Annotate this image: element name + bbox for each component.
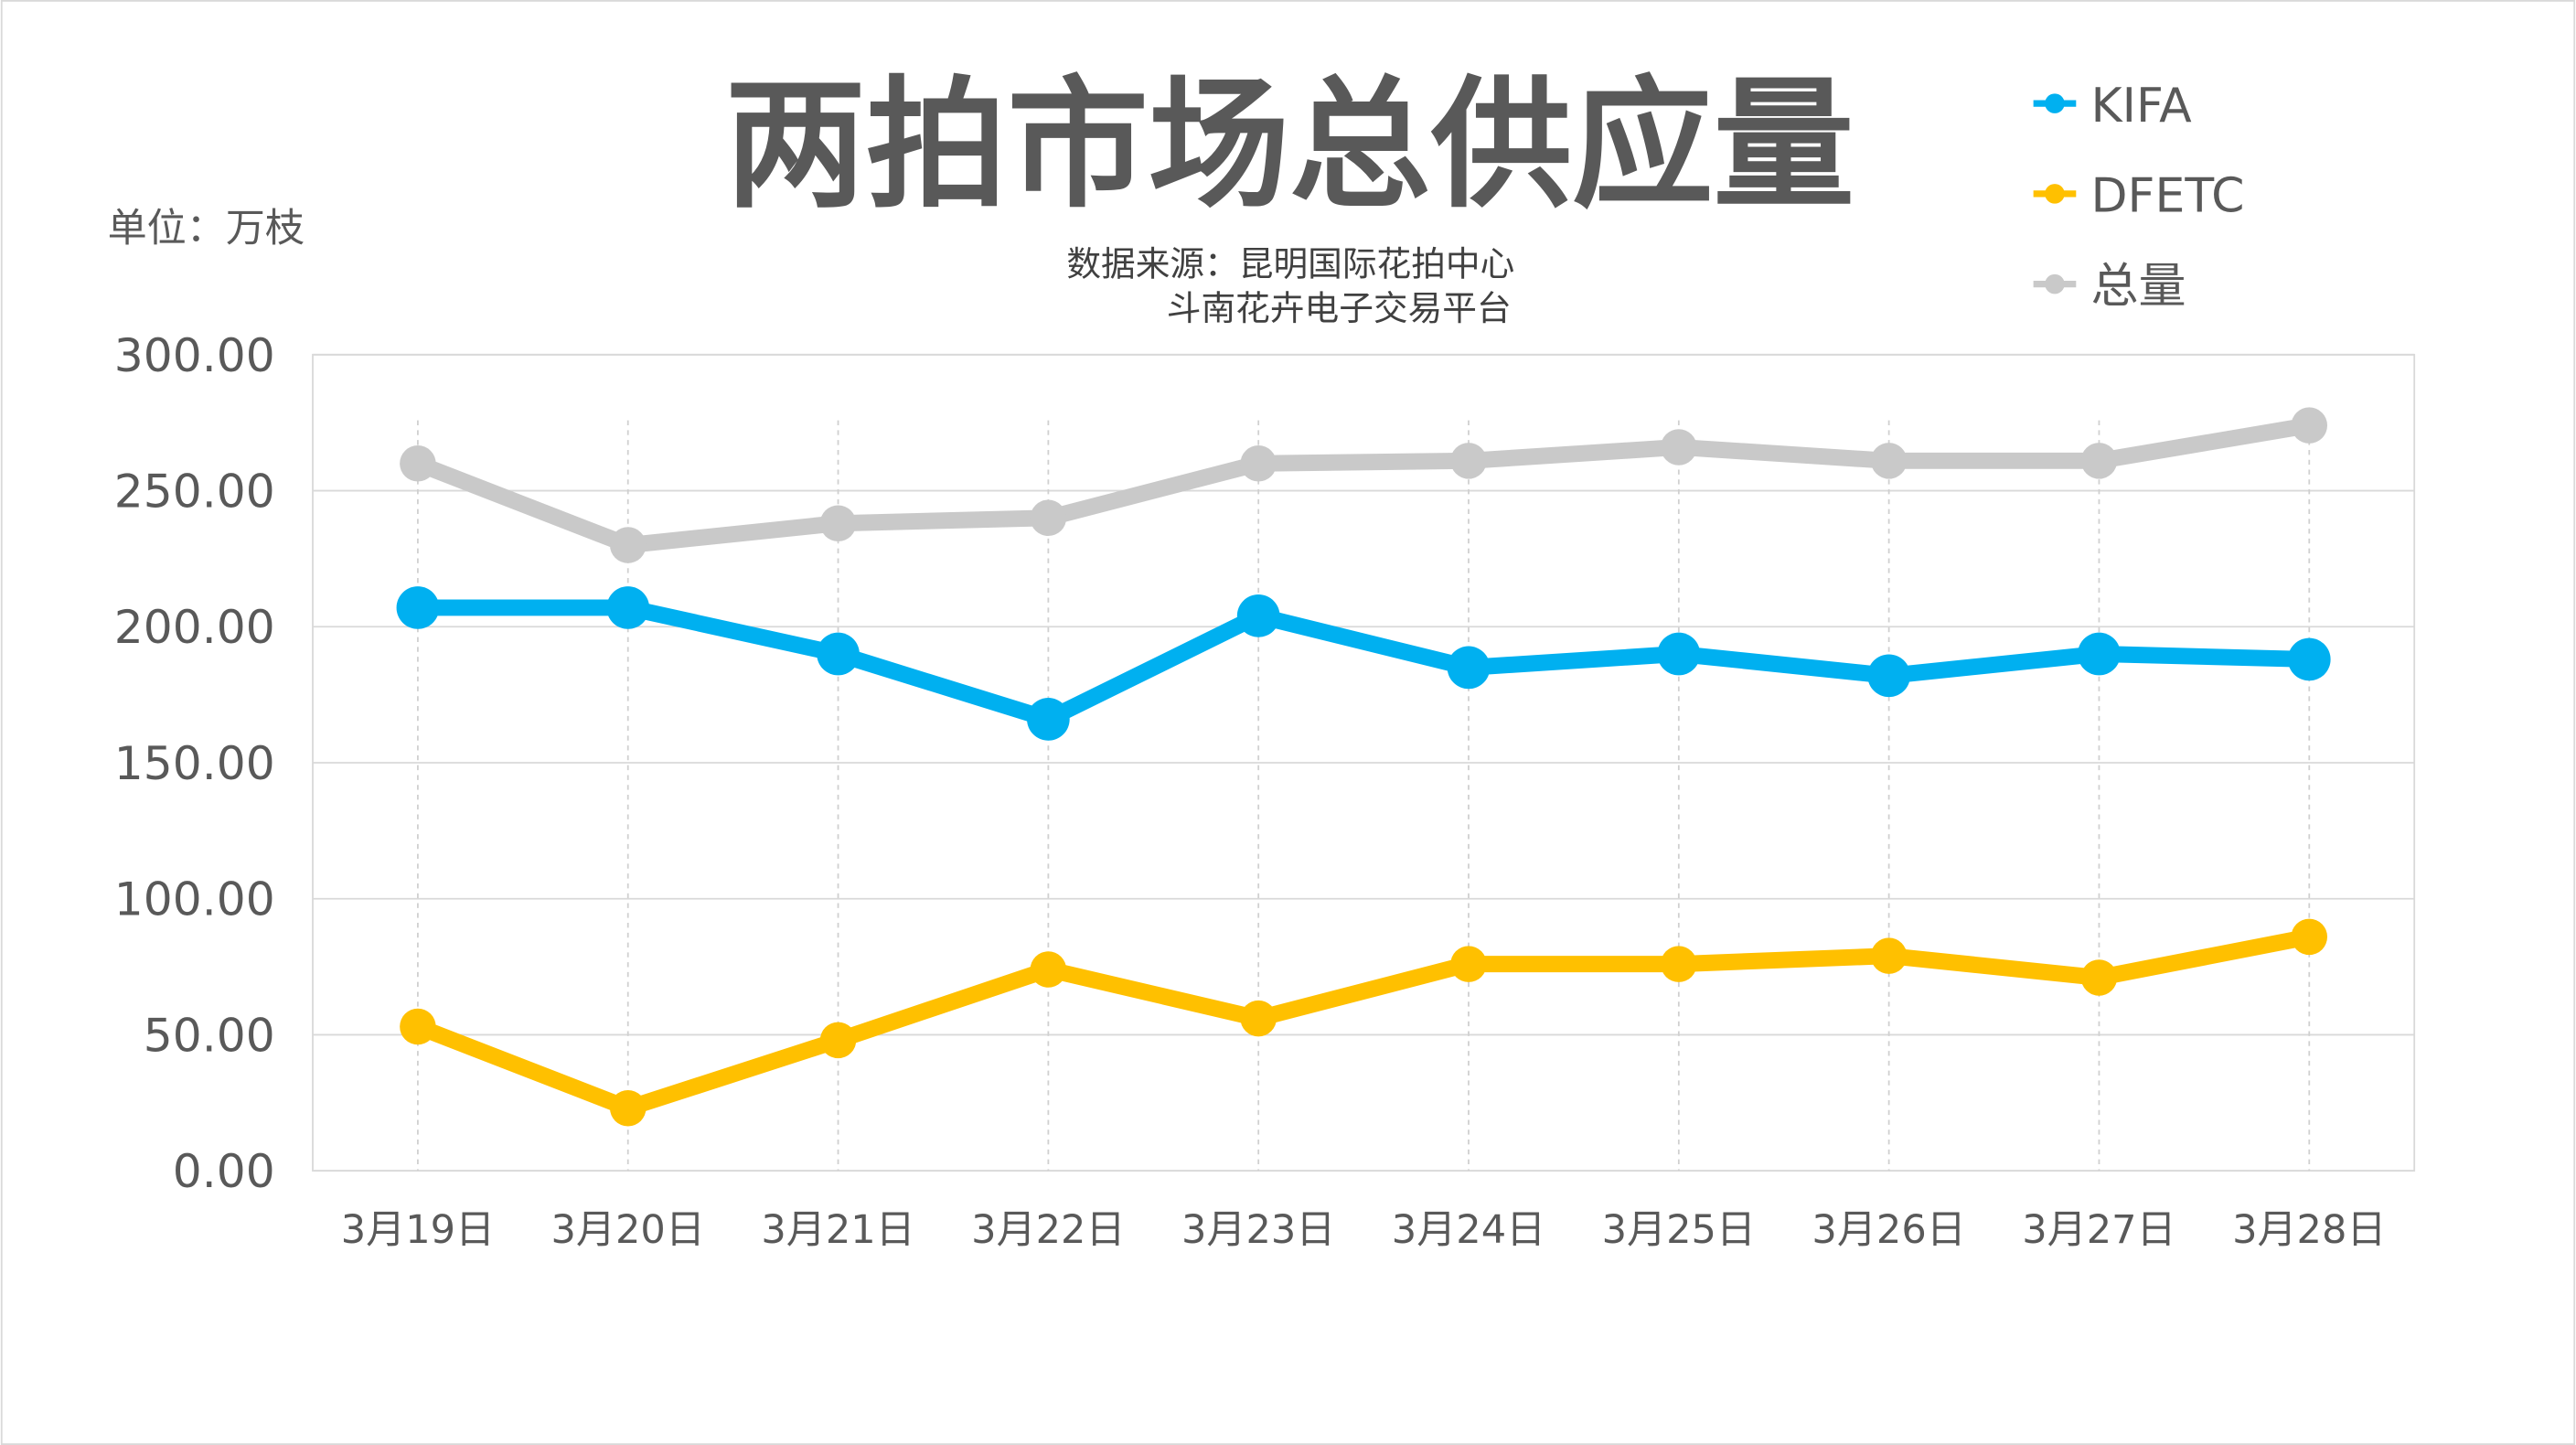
x-tick-label: 3月27日 xyxy=(2022,1207,2175,1253)
data-point-DFETC xyxy=(1450,946,1487,982)
data-point-总量 xyxy=(1030,499,1067,537)
x-tick-label: 3月23日 xyxy=(1181,1207,1335,1253)
data-point-总量 xyxy=(1450,443,1487,479)
data-point-DFETC xyxy=(1870,937,1908,974)
data-point-KIFA xyxy=(1447,646,1491,690)
data-point-DFETC xyxy=(2291,918,2328,956)
data-point-KIFA xyxy=(1657,632,1701,676)
x-tick-label: 3月20日 xyxy=(551,1207,705,1253)
data-point-KIFA xyxy=(2287,637,2331,681)
legend-marker-总量 xyxy=(2045,273,2065,294)
y-tick-label: 200.00 xyxy=(114,600,275,654)
data-point-DFETC xyxy=(400,1008,436,1045)
legend: KIFA DFETC 总量 xyxy=(2033,79,2244,314)
y-tick-label: 150.00 xyxy=(114,736,275,790)
y-tick-label: 0.00 xyxy=(173,1144,275,1198)
data-point-KIFA xyxy=(1027,698,1070,741)
x-tick-label: 3月19日 xyxy=(341,1207,495,1253)
data-point-总量 xyxy=(2291,407,2328,444)
x-tick-label: 3月22日 xyxy=(971,1207,1125,1253)
data-point-DFETC xyxy=(1030,951,1067,988)
series-line-DFETC xyxy=(414,928,2311,1117)
source-line-1: 数据来源：昆明国际花拍中心 xyxy=(1066,244,1514,284)
data-point-DFETC xyxy=(1661,946,1697,982)
y-tick-label: 300.00 xyxy=(114,328,275,382)
y-tick-label: 50.00 xyxy=(144,1008,275,1062)
series-line-总量 xyxy=(414,417,2311,554)
x-tick-label: 3月21日 xyxy=(761,1207,914,1253)
data-point-KIFA xyxy=(606,586,650,629)
data-point-DFETC xyxy=(2080,959,2118,996)
source-line-2: 斗南花卉电子交易平台 xyxy=(1167,288,1512,328)
data-point-总量 xyxy=(1240,445,1277,482)
legend-label: 总量 xyxy=(2090,259,2186,314)
data-point-总量 xyxy=(609,527,647,563)
data-point-DFETC xyxy=(1240,1000,1277,1037)
legend-label: KIFA xyxy=(2090,79,2192,134)
legend-label: DFETC xyxy=(2090,169,2244,224)
data-point-KIFA xyxy=(1867,654,1910,698)
legend-marker-KIFA xyxy=(2045,93,2065,113)
data-point-KIFA xyxy=(1236,594,1280,637)
plot-area: 0.00 50.00 100.00 150.00 200.00 250.00 300.00 3… xyxy=(114,328,2416,1253)
data-point-总量 xyxy=(2080,443,2118,479)
x-tick-label: 3月26日 xyxy=(1812,1207,1965,1253)
data-point-KIFA xyxy=(2078,632,2121,676)
x-tick-label: 3月25日 xyxy=(1602,1207,1756,1253)
unit-label: 单位：万枝 xyxy=(108,206,305,252)
x-tick-label: 3月28日 xyxy=(2232,1207,2386,1253)
data-point-总量 xyxy=(400,445,436,482)
chart-title: 两拍市场总供应量 xyxy=(725,64,1855,228)
y-tick-label: 250.00 xyxy=(114,464,275,518)
data-point-DFETC xyxy=(609,1089,647,1127)
legend-marker-DFETC xyxy=(2045,184,2065,204)
data-point-KIFA xyxy=(817,632,860,676)
series-line-KIFA xyxy=(417,599,2310,728)
data-point-DFETC xyxy=(819,1022,857,1059)
data-point-总量 xyxy=(819,505,857,541)
y-tick-label: 100.00 xyxy=(114,872,275,926)
data-point-总量 xyxy=(1870,443,1908,479)
data-point-KIFA xyxy=(396,586,440,629)
x-tick-label: 3月24日 xyxy=(1392,1207,1545,1253)
data-point-总量 xyxy=(1661,429,1697,466)
